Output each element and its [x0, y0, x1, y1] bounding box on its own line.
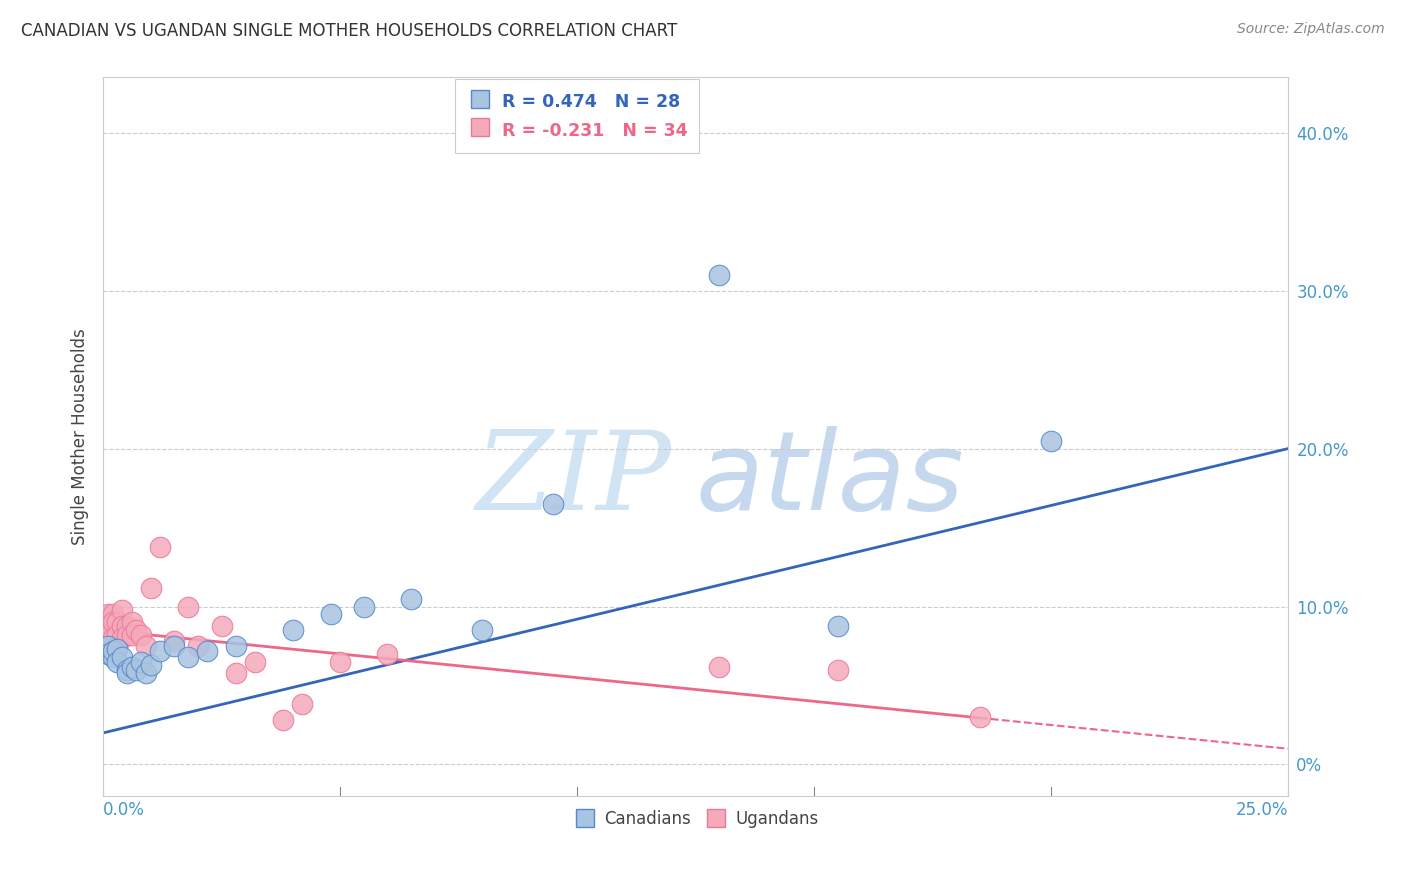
Point	[243, 655, 266, 669]
Point	[101, 631, 124, 645]
Point	[111, 631, 134, 645]
Point	[329, 655, 352, 669]
Point	[211, 618, 233, 632]
Point	[101, 644, 124, 658]
Text: 25.0%: 25.0%	[1236, 801, 1288, 819]
Point	[225, 639, 247, 653]
Point	[187, 639, 209, 653]
Point	[105, 628, 128, 642]
Point	[271, 713, 294, 727]
Point	[177, 650, 200, 665]
Point	[129, 655, 152, 669]
Legend: Canadians, Ugandans: Canadians, Ugandans	[565, 803, 825, 835]
Text: 0.0%: 0.0%	[103, 801, 145, 819]
Point	[399, 591, 422, 606]
Point	[105, 615, 128, 630]
Point	[121, 628, 143, 642]
Point	[101, 607, 124, 622]
Point	[135, 639, 157, 653]
Point	[105, 639, 128, 653]
Point	[149, 540, 172, 554]
Point	[197, 644, 219, 658]
Point	[97, 618, 120, 632]
Point	[353, 599, 375, 614]
Point	[1040, 434, 1063, 448]
Point	[129, 628, 152, 642]
Point	[111, 618, 134, 632]
Text: CANADIAN VS UGANDAN SINGLE MOTHER HOUSEHOLDS CORRELATION CHART: CANADIAN VS UGANDAN SINGLE MOTHER HOUSEH…	[21, 22, 678, 40]
Point	[709, 268, 731, 282]
Point	[377, 647, 399, 661]
Point	[163, 634, 186, 648]
Point	[101, 615, 124, 630]
Point	[125, 663, 148, 677]
Point	[111, 603, 134, 617]
Point	[97, 639, 120, 653]
Point	[969, 710, 991, 724]
Point	[139, 581, 162, 595]
Point	[225, 665, 247, 680]
Point	[105, 655, 128, 669]
Point	[97, 607, 120, 622]
Point	[105, 642, 128, 657]
Point	[163, 639, 186, 653]
Point	[115, 663, 138, 677]
Point	[115, 628, 138, 642]
Point	[281, 624, 304, 638]
Point	[139, 658, 162, 673]
Point	[177, 599, 200, 614]
Point	[115, 618, 138, 632]
Point	[471, 624, 494, 638]
Point	[709, 659, 731, 673]
Point	[125, 624, 148, 638]
Point	[101, 650, 124, 665]
Y-axis label: Single Mother Households: Single Mother Households	[72, 328, 89, 545]
Point	[121, 615, 143, 630]
Point	[291, 698, 314, 712]
Text: Source: ZipAtlas.com: Source: ZipAtlas.com	[1237, 22, 1385, 37]
Point	[827, 618, 849, 632]
Point	[97, 628, 120, 642]
Point	[827, 663, 849, 677]
Point	[319, 607, 342, 622]
Point	[111, 650, 134, 665]
Point	[543, 497, 565, 511]
Point	[135, 665, 157, 680]
Text: atlas: atlas	[696, 426, 965, 533]
Text: ZIP: ZIP	[477, 426, 672, 533]
Point	[149, 644, 172, 658]
Point	[121, 659, 143, 673]
Point	[97, 647, 120, 661]
Point	[115, 665, 138, 680]
